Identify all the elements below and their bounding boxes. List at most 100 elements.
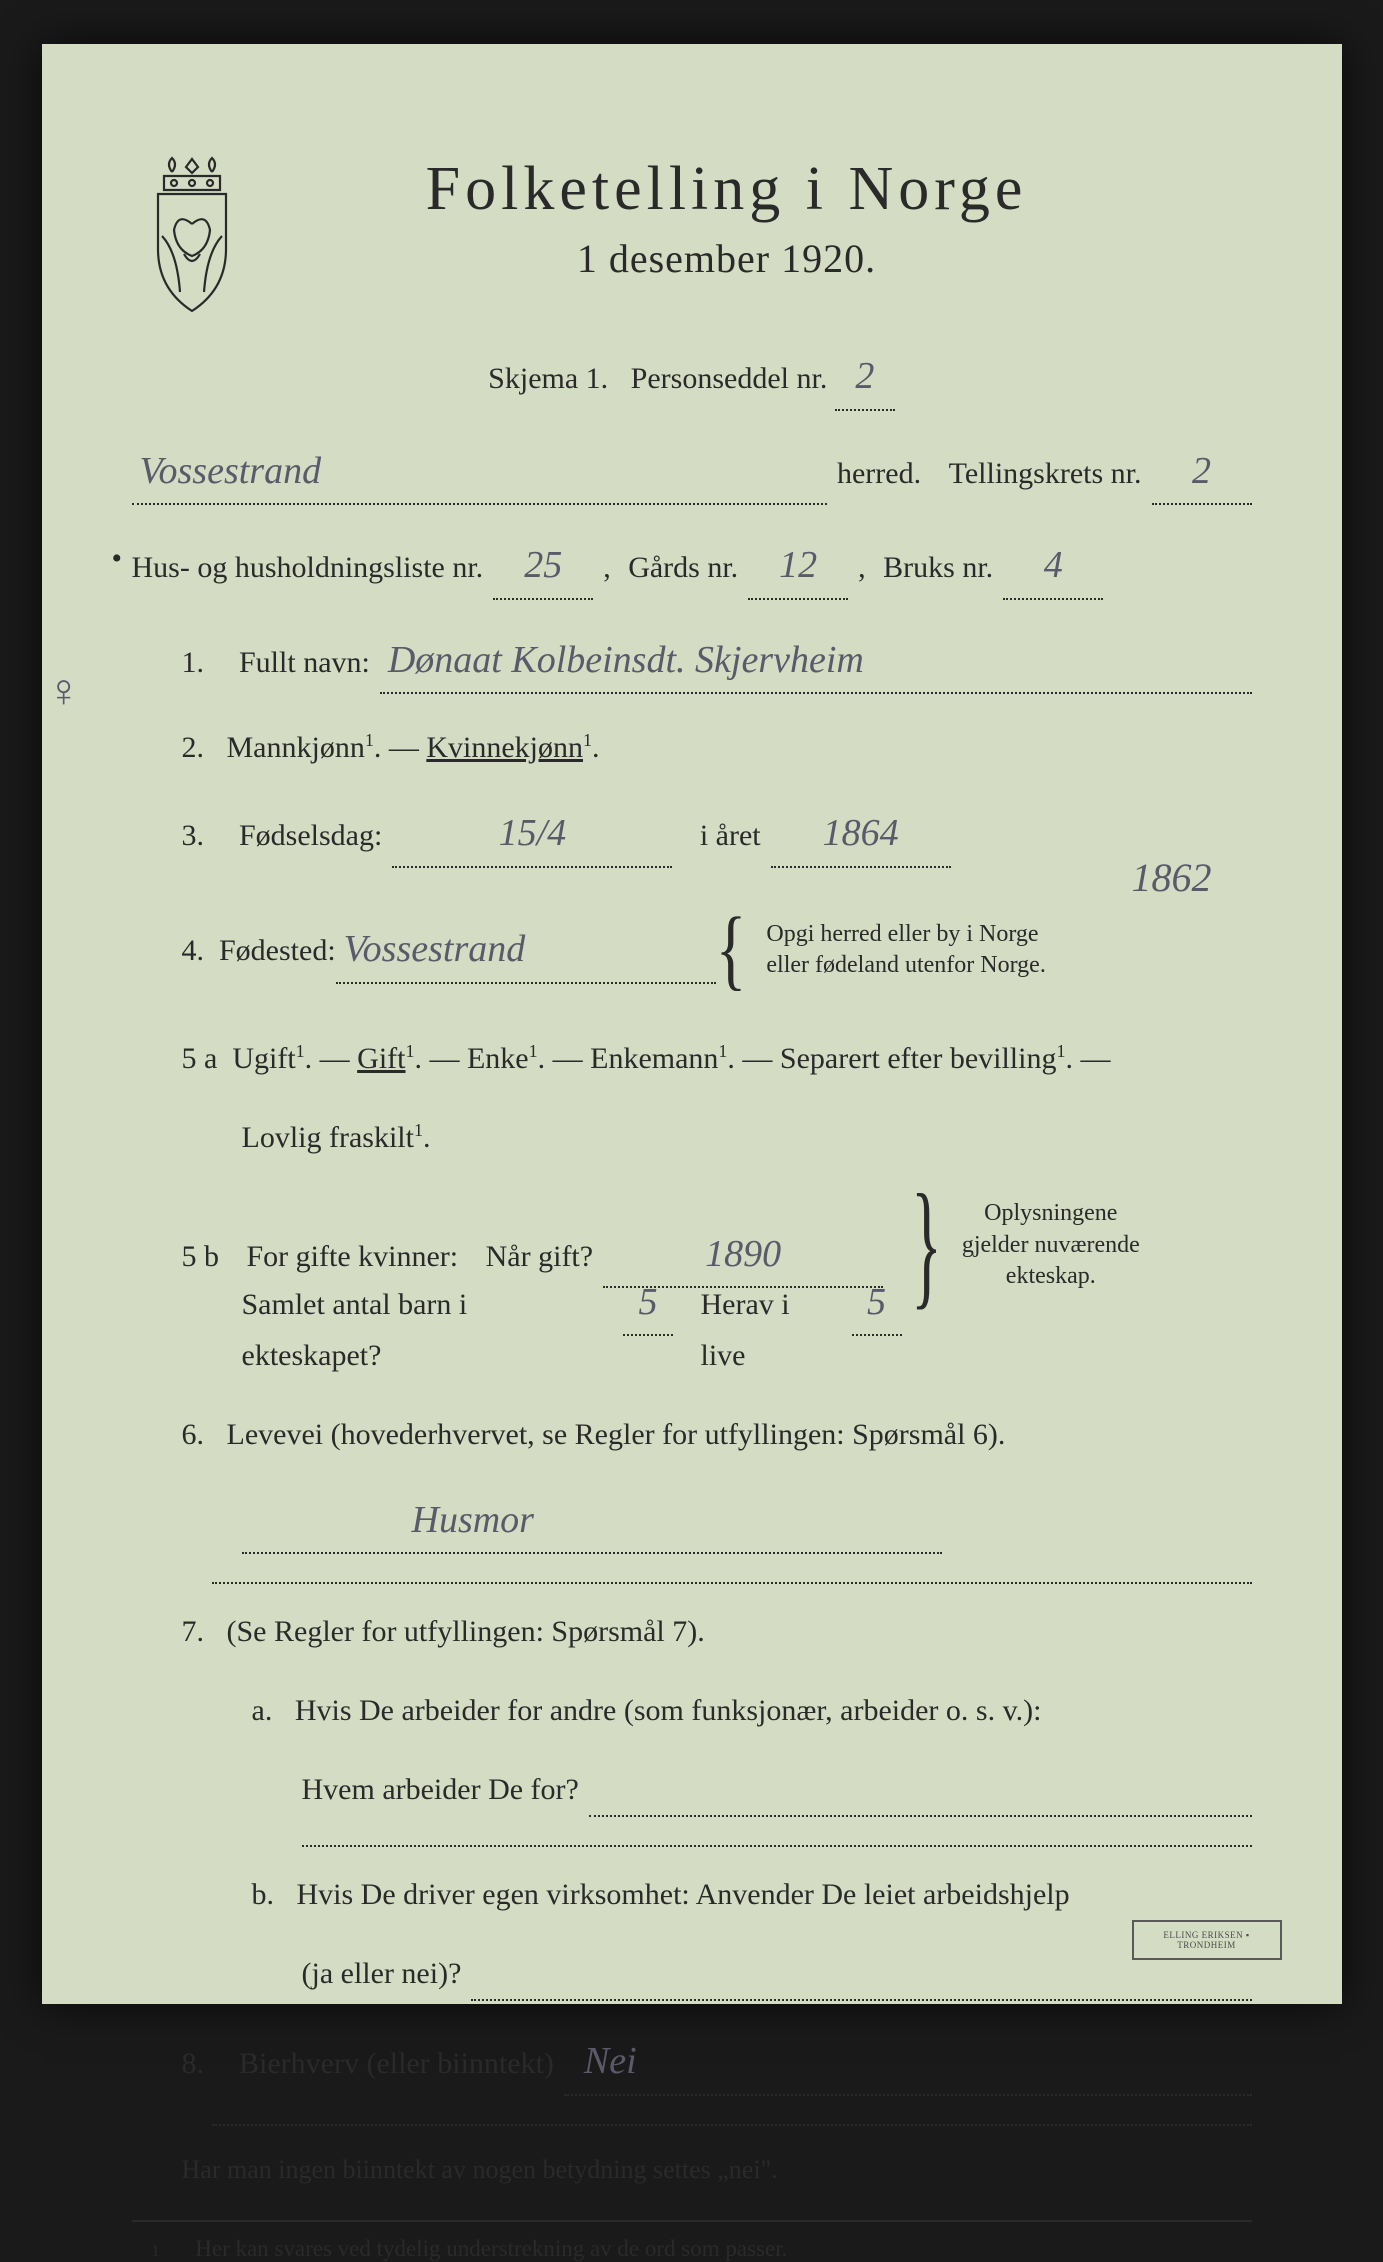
q7b-l2: (ja eller nei)? [132,1948,1252,2001]
q7a: a. [252,1694,273,1727]
q4-label: Fødested: [219,925,336,976]
q5b-side-note: Oplysningene gjelder nuværende ekteskap. [962,1198,1140,1292]
q7a-text2: Hvem arbeider De for? [302,1764,579,1815]
q7b-l1: b. Hvis De driver egen virksomhet: Anven… [132,1869,1252,1920]
q8-num: 8. [182,2038,205,2089]
q2-line: 2. Mannkjønn1. — Kvinnekjønn1. [132,722,1252,773]
q1-num: 1. [182,637,205,688]
dotted-rule-2 [302,1845,1252,1847]
q4-line: 4. Fødested: Vossestrand { Opgi herred e… [132,896,1252,1005]
page-subtitle: 1 desember 1920. [282,235,1172,282]
crest-svg [132,154,252,324]
value-tellingskrets-nr: 2 [1152,439,1252,506]
footnote-text: Her kan svares ved tydelig understreknin… [195,2236,787,2261]
q7a-field [589,1764,1252,1817]
label-hushold: Hus- og husholdningsliste nr. [132,542,484,593]
q1-label: Fullt navn: [239,637,370,688]
q6-line: 6. Levevei (hovederhvervet, se Regler fo… [132,1409,1252,1460]
q3-label: Fødselsdag: [239,810,382,861]
q4-num: 4. [182,925,205,976]
q6-label: Levevei (hovederhvervet, se Regler for u… [227,1418,1006,1451]
hushold-line: • Hus- og husholdningsliste nr. 25, Gård… [132,533,1252,600]
q5a-separert: Separert efter bevilling [780,1042,1057,1075]
q8-line: 8. Bierhverv (eller biinntekt) Nei [132,2029,1252,2096]
printer-stamp: ELLING ERIKSEN ▪ TRONDHEIM [1132,1920,1282,1960]
q2-num: 2. [182,731,205,764]
q5b-note-l1: Oplysningene [984,1200,1117,1226]
q7-line: 7. (Se Regler for utfyllingen: Spørsmål … [132,1606,1252,1657]
q5a-line2: Lovlig fraskilt1. [132,1112,1252,1163]
q5a-ugift: Ugift [232,1042,295,1075]
q3-day: 15/4 [392,801,672,868]
dotted-rule-3 [212,2124,1252,2126]
q4-note-l2: eller fødeland utenfor Norge. [766,952,1045,978]
label-tellingskrets: Tellingskrets nr. [949,448,1142,499]
value-hushold-nr: 25 [493,533,593,600]
bullet-icon: • [112,533,123,584]
q7b-text2: (ja eller nei)? [302,1948,462,1999]
q2-opt-m: Mannkjønn [227,731,365,764]
q7b-text1: Hvis De driver egen virksomhet: Anvender… [297,1878,1070,1911]
value-personseddel-nr: 2 [835,344,895,411]
footnote-num: 1 [152,2243,160,2260]
q5b-side-wrapper: } Oplysningene gjelder nuværende ekteska… [911,1191,1140,1300]
q4-side-note: Opgi herred eller by i Norge eller fødel… [766,919,1045,981]
q3-year: 1864 [771,801,951,868]
skjema-line: Skjema 1. Personseddel nr. 2 [132,344,1252,411]
q5b-barn-val: 5 [623,1270,673,1337]
q5a-gift: Gift [357,1042,405,1075]
census-form-page: ♀ 1862 Folketelling i Norge [42,44,1342,2004]
margin-annotation: ♀ [47,664,82,717]
q7a-l1: a. Hvis De arbeider for andre (som funks… [132,1685,1252,1736]
q4-note-l1: Opgi herred eller by i Norge [766,921,1038,947]
title-block: Folketelling i Norge 1 desember 1920. [282,154,1252,282]
label-skjema: Skjema 1. [488,362,608,395]
q7a-text1: Hvis De arbeider for andre (som funksjon… [295,1694,1042,1727]
q5b-note-l3: ekteskap. [1006,1263,1096,1289]
q5a-lovlig: Lovlig fraskilt [242,1121,414,1154]
q8-label: Bierhverv (eller biinntekt) [239,2038,554,2089]
herred-line: Vossestrand herred. Tellingskrets nr. 2 [132,439,1252,506]
brace-icon-2: } [911,1125,942,1364]
footnote: 1 Her kan svares ved tydelig understrekn… [132,2236,1252,2262]
q5b-live-val: 5 [852,1270,902,1337]
q5b-line2: Samlet antal barn i ekteskapet? 5 Herav … [132,1270,902,1381]
brace-icon: { [716,874,747,1026]
q1-value: Dønaat Kolbeinsdt. Skjervheim [380,628,1252,695]
q5b-note-l2: gjelder nuværende [962,1232,1140,1258]
q5a-enke: Enke [467,1042,529,1075]
label-bruks: Bruks nr. [883,542,993,593]
coat-of-arms-icon [132,154,252,324]
q5a-line1: 5 a Ugift1. — Gift1. — Enke1. — Enkemann… [132,1033,1252,1084]
header: Folketelling i Norge 1 desember 1920. [132,154,1252,324]
bottom-note: Har man ingen biinntekt av nogen betydni… [132,2148,1252,2192]
q5b-label-barn: Samlet antal barn i ekteskapet? [242,1279,614,1381]
dotted-rule [212,1582,1252,1584]
q2-dash: — [389,731,427,764]
value-herred-name: Vossestrand [132,439,827,506]
value-bruks-nr: 4 [1003,533,1103,600]
q6-num: 6. [182,1418,205,1451]
q2-sup2: 1 [583,730,592,750]
q7a-l2: Hvem arbeider De for? [132,1764,1252,1817]
label-gards: Gårds nr. [628,542,738,593]
q7-num: 7. [182,1615,205,1648]
q5a-num: 5 a [182,1042,218,1075]
page-title: Folketelling i Norge [282,154,1172,225]
q7b: b. [252,1878,275,1911]
q7-label: (Se Regler for utfyllingen: Spørsmål 7). [227,1615,705,1648]
q8-value: Nei [564,2029,1252,2096]
q6-value: Husmor [242,1488,942,1555]
q3-i-aret: i året [700,810,761,861]
value-gards-nr: 12 [748,533,848,600]
q3-num: 3. [182,810,205,861]
q2-sup1: 1 [365,730,374,750]
q5a-enkemann: Enkemann [590,1042,718,1075]
q4-value: Vossestrand [336,917,716,984]
q1-line: 1. Fullt navn: Dønaat Kolbeinsdt. Skjerv… [132,628,1252,695]
label-personseddel: Personseddel nr. [631,362,828,395]
q3-line: 3. Fødselsdag: 15/4 i året 1864 [132,801,1252,868]
q5b-label-live: Herav i live [701,1279,842,1381]
q6-value-line: Husmor [132,1488,1252,1555]
q2-opt-k: Kvinnekjønn [426,731,583,764]
